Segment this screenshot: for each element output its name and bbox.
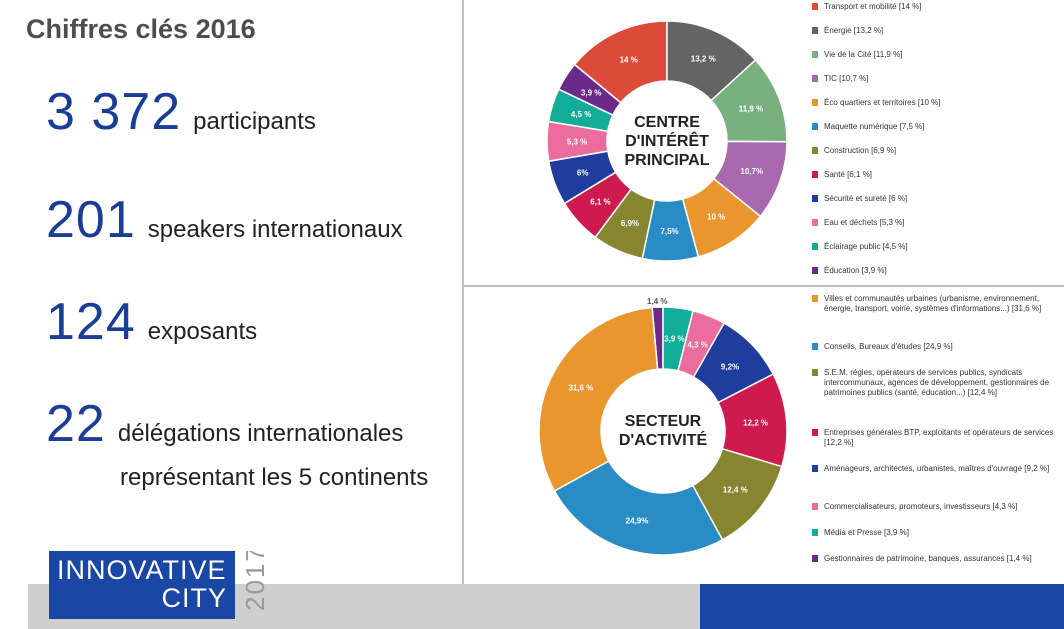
slice-value-label: 6,9% — [621, 219, 639, 228]
footer-blue-band — [700, 584, 1064, 629]
slice-value-label: 5,3 % — [567, 137, 587, 146]
legend-swatch — [812, 503, 818, 510]
horizontal-divider — [462, 285, 1064, 287]
slice-value-label: 12,4 % — [723, 486, 748, 495]
innovative-city-logo: INNOVATIVE CITY 2017 — [49, 551, 271, 619]
legend-label: Éducation [3,9 %] — [824, 266, 887, 275]
legend-swatch — [812, 123, 818, 130]
legend-label: Commercialisateurs, promoteurs, investis… — [824, 502, 1018, 511]
legend-swatch — [812, 75, 818, 82]
legend-swatch — [812, 147, 818, 154]
legend-label: Santé [6,1 %] — [824, 170, 873, 179]
vertical-divider — [462, 0, 464, 584]
stat-label: délégations internationales — [117, 420, 404, 447]
legend-swatch — [812, 27, 818, 34]
legend-label: Vie de la Cité [11,9 %] — [824, 50, 903, 59]
slice-value-label: 31,6 % — [568, 383, 593, 392]
legend-label: Maquette numérique [7,5 %] — [824, 122, 925, 131]
logo-year-text: 2017 — [240, 551, 270, 611]
stat-label: exposants — [147, 318, 258, 345]
legend-swatch — [812, 51, 818, 58]
slice-value-label: 3,9 % — [664, 335, 684, 344]
legend-swatch — [812, 369, 818, 376]
stat-continuation: représentant les 5 continents — [120, 464, 429, 491]
legend-label: TIC [10,7 %] — [824, 74, 869, 83]
slice-value-label: 10,7% — [740, 167, 763, 176]
stat-participants: 3 372 participants — [46, 82, 316, 142]
legend-swatch — [812, 243, 818, 250]
legend-label: Éco quartiers et territoires [10 %] — [824, 98, 941, 107]
donut-center-label-centre-interet: CENTRE D'INTÉRÊT PRINCIPAL — [607, 113, 727, 170]
legend-swatch — [812, 99, 818, 106]
legend-swatch — [812, 171, 818, 178]
slice-value-label: 6,1 % — [590, 198, 610, 207]
donut-chart-secteur-activite: 1,4 % 3,9 %4,3 % 9,2% 12,2 % 12,4 % 24,9% 31,6… — [538, 297, 788, 556]
stat-delegations: 22 délégations internationales — [46, 394, 403, 454]
legend-label: Gestionnaires de patrimoine, banques, as… — [824, 554, 1032, 563]
slice-value-label: 4,3 % — [687, 341, 707, 350]
stat-speakers: 201 speakers internationaux — [46, 190, 403, 250]
legend-swatch — [812, 295, 818, 302]
legend-swatch — [812, 343, 818, 350]
slice-value-label: 11,9 % — [739, 105, 763, 114]
donut-slice — [557, 63, 622, 117]
slice-value-label: 10 % — [707, 212, 725, 221]
donut-chart-centre-interet: 14 % 13,2 % 11,9 % 10,7% 10 % 7,5% 6,9% 6,1 % 6%… — [546, 20, 788, 262]
slice-value-label: 24,9% — [626, 516, 649, 525]
legend-label: Aménageurs, architectes, urbanistes, maî… — [824, 464, 1050, 473]
slice-value-label: 9,2% — [721, 363, 739, 372]
logo-year: 2017 — [237, 551, 271, 619]
legend-label: Villes et communautés urbaines (urbanism… — [824, 294, 1042, 313]
legend-label: S.E.M. régies, opérateurs de services pu… — [824, 368, 1050, 397]
stat-number: 201 — [46, 191, 136, 249]
center-label-line: D'INTÉRÊT — [625, 133, 709, 150]
page-title: Chiffres clés 2016 — [26, 14, 256, 44]
legend-swatch — [812, 3, 818, 10]
slice-value-label: 6% — [577, 169, 589, 178]
center-label-line: SECTEUR — [624, 413, 702, 430]
stat-exposants: 124 exposants — [46, 292, 257, 352]
legend-swatch — [812, 529, 818, 536]
legend-swatch — [812, 195, 818, 202]
stat-label: speakers internationaux — [147, 216, 403, 243]
center-label-line: D'ACTIVITÉ — [618, 432, 708, 449]
legend-label: Entreprises générales BTP, exploitants e… — [824, 428, 1054, 447]
center-label-line: PRINCIPAL — [624, 152, 710, 169]
slice-value-label: 13,2 % — [691, 55, 716, 64]
legend-label: Sécurité et sureté [6 %] — [824, 194, 908, 203]
stat-number: 22 — [46, 395, 106, 453]
slice-value-label: 12,2 % — [743, 418, 768, 427]
slice-value-label: 4,5 % — [571, 110, 591, 119]
legend-swatch — [812, 219, 818, 226]
legend-label: Construction [6,9 %] — [824, 146, 897, 155]
legend-swatch — [812, 465, 818, 472]
legend-label: Conseils, Bureaux d'études [24,9 %] — [824, 342, 953, 351]
legend-swatch — [812, 267, 818, 274]
stat-number: 3 372 — [46, 83, 182, 141]
legend-label: Média et Presse [3,9 %] — [824, 528, 909, 537]
legend-centre-interet: Transport et mobilité [14 %] Énergie [13,… — [812, 0, 1062, 285]
donut-slice — [553, 459, 724, 556]
slice-value-label: 14 % — [620, 56, 638, 65]
legend-label: Eau et déchets [5,3 %] — [824, 218, 905, 227]
slice-value-label: 7,5% — [660, 227, 678, 236]
logo-text-city: CITY — [161, 583, 227, 613]
legend-swatch — [812, 429, 818, 436]
logo-box: INNOVATIVE CITY — [49, 551, 235, 619]
legend-label: Éclairage public [4,5 %] — [824, 242, 908, 251]
legend-swatch — [812, 555, 818, 562]
stat-number: 124 — [46, 293, 136, 351]
slice-value-label: 1,4 % — [647, 297, 667, 306]
donut-center-label-secteur-activite: SECTEUR D'ACTIVITÉ — [603, 412, 723, 450]
center-label-line: CENTRE — [634, 114, 700, 131]
legend-label: Transport et mobilité [14 %] — [824, 2, 922, 11]
legend-secteur-activite: Villes et communautés urbaines (urbanism… — [812, 292, 1062, 577]
logo-text-innovative: INNOVATIVE — [57, 555, 227, 585]
donut-slice — [538, 306, 659, 492]
slice-value-label: 3,9 % — [581, 89, 601, 98]
legend-label: Énergie [13,2 %] — [824, 26, 884, 35]
stat-label: participants — [193, 108, 316, 135]
